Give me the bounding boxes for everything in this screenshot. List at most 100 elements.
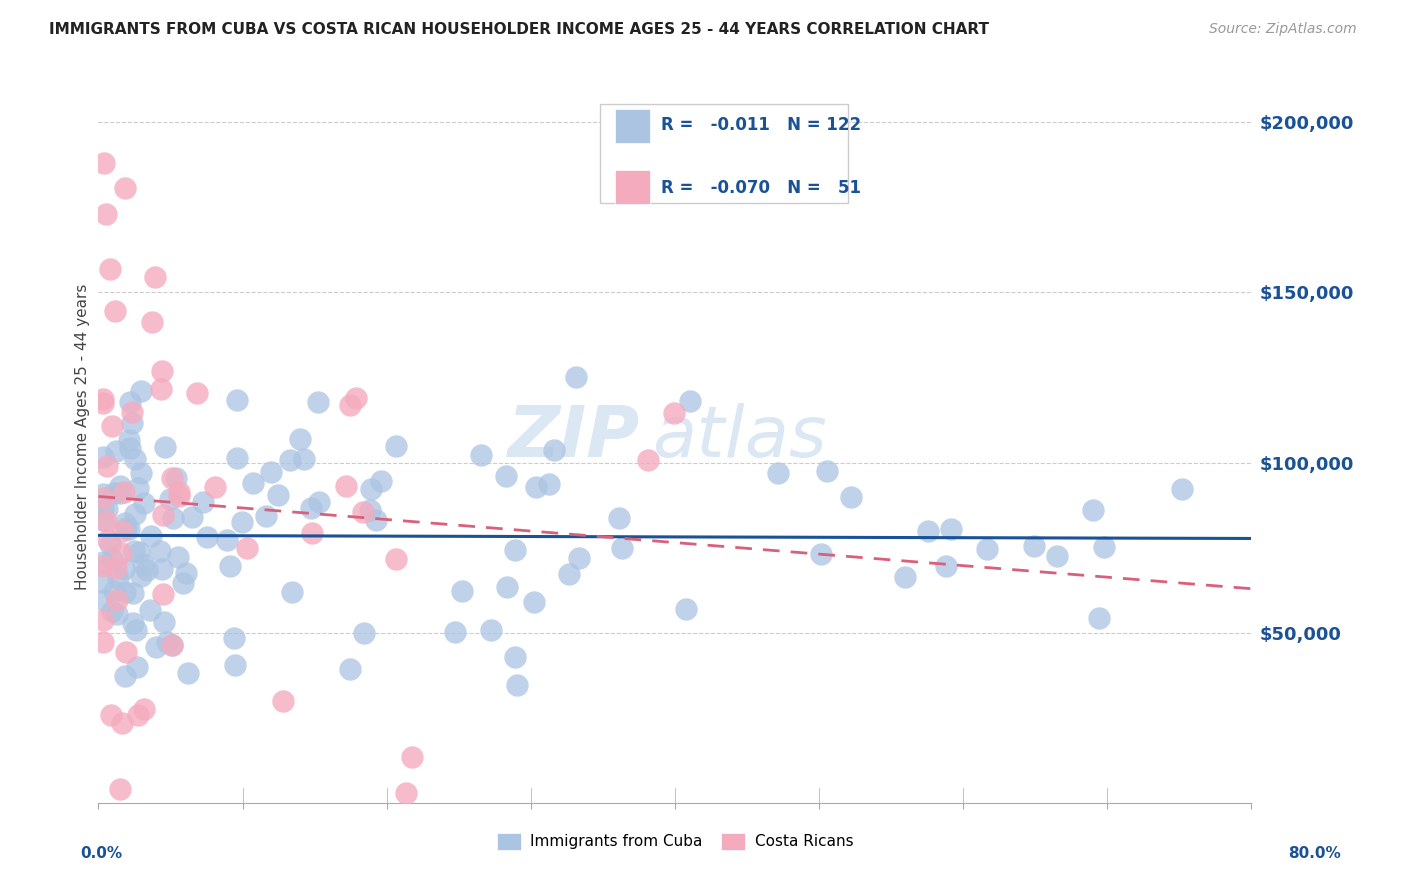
Point [93,156,115,170]
Point [278,453,301,467]
Point [307,395,329,409]
Point [105,592,128,607]
Point [231,515,253,529]
Point [101,552,124,566]
Point [149,543,172,558]
Point [675,602,697,616]
Point [156,635,179,649]
Point [165,471,187,485]
Point [107,572,129,586]
Point [114,584,136,599]
Point [225,451,247,466]
Point [97,533,120,547]
Point [114,516,136,531]
Point [141,315,163,329]
Point [162,511,184,525]
Point [159,492,181,507]
Point [335,479,357,493]
Point [290,432,312,446]
Point [150,562,173,576]
Point [122,544,145,558]
Point [679,394,702,409]
Point [118,433,141,447]
Point [91,450,114,464]
Text: Source: ZipAtlas.com: Source: ZipAtlas.com [1209,22,1357,37]
Point [128,544,150,558]
Point [186,386,208,401]
Point [100,708,122,723]
Point [839,490,862,504]
Point [815,464,838,478]
Point [612,541,634,556]
Y-axis label: Householder Income Ages 25 - 44 years: Householder Income Ages 25 - 44 years [75,284,90,591]
Point [152,508,174,523]
Point [160,638,183,652]
Point [385,552,408,566]
Point [935,558,957,573]
Point [127,707,149,722]
Point [91,500,114,515]
Point [93,592,115,607]
Point [505,678,527,692]
Point [218,559,240,574]
Point [98,261,121,276]
Point [112,485,135,500]
Text: atlas: atlas [652,402,827,472]
Point [91,559,114,574]
Point [132,558,155,572]
Point [766,466,789,480]
Point [112,561,135,575]
Point [91,392,114,406]
Point [344,392,367,406]
FancyBboxPatch shape [600,104,848,203]
Point [124,508,146,522]
Point [538,476,561,491]
Point [204,480,226,494]
Point [167,489,190,503]
Point [149,382,172,396]
Point [114,669,136,683]
Point [280,584,302,599]
Point [543,443,565,458]
Point [260,465,283,479]
Point [292,451,315,466]
Point [637,453,659,467]
Point [1024,539,1046,553]
Point [101,419,124,434]
Point [129,384,152,398]
Point [558,567,581,582]
Point [359,503,381,517]
Point [114,180,136,194]
Point [143,270,166,285]
Point [120,394,142,409]
Point [217,533,239,548]
Point [401,749,423,764]
Point [470,448,492,462]
Point [94,207,117,221]
Point [150,364,173,378]
Point [108,782,131,797]
Point [111,524,134,538]
Text: 0.0%: 0.0% [80,846,122,861]
Point [451,584,474,599]
Point [139,603,162,617]
Point [254,509,277,524]
Point [503,543,526,558]
Point [222,631,245,645]
Point [108,479,131,493]
Point [395,785,418,799]
Point [121,416,143,430]
Point [810,548,832,562]
Text: R =   -0.070   N =   51: R = -0.070 N = 51 [661,178,860,196]
Point [267,488,290,502]
Point [308,494,330,508]
Point [495,469,517,483]
Point [1046,549,1069,564]
Point [104,304,127,318]
Point [118,522,141,536]
Point [917,524,939,538]
Point [91,513,114,527]
Point [181,509,204,524]
Point [167,485,190,500]
Point [1092,541,1115,555]
